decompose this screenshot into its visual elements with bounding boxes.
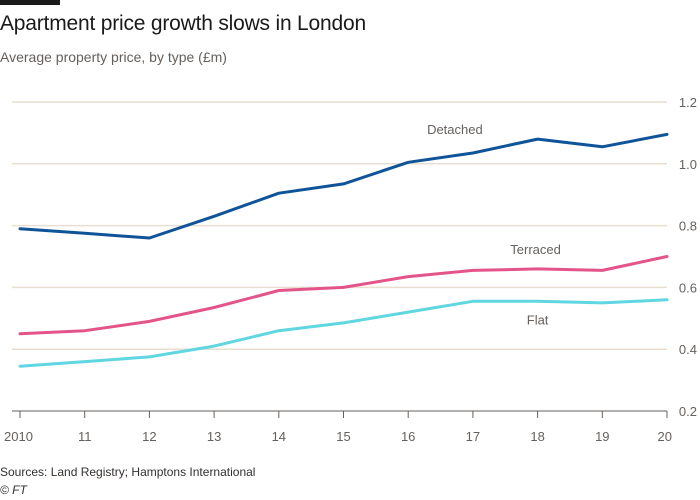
x-tick-label: 20 [658,429,672,444]
series-label-detached: Detached [427,122,483,137]
series-lines [18,132,669,368]
series-label-terraced: Terraced [510,242,561,257]
x-tick-label: 11 [78,429,92,444]
y-tick-label: 1.2 [679,95,697,110]
axes: 0.2 0.4 0.6 0.8 1.0 1.2 2010 11 12 13 14 15 16 17 18 19… [4,95,697,444]
y-tick-label: 1.0 [679,157,697,172]
x-tick-label: 16 [401,429,415,444]
series-line-terraced [18,255,669,336]
chart-title: Apartment price growth slows in London [0,12,366,35]
source-note: Sources: Land Registry; Hamptons Interna… [0,465,256,479]
gridlines [12,101,667,412]
credit-note: © FT [0,483,27,497]
x-tick-label: 17 [466,429,480,444]
y-tick-label: 0.6 [679,280,697,295]
series-label-flat: Flat [527,312,549,327]
series-line-flat [18,298,669,368]
y-tick-label: 0.8 [679,219,697,234]
x-tick-label: 19 [595,429,609,444]
x-tick-label: 18 [530,429,544,444]
x-tick-label: 13 [207,429,221,444]
brand-bar [0,0,60,5]
y-tick-label: 0.4 [679,342,697,357]
y-tick-label: 0.2 [679,404,697,419]
x-tick-label: 14 [272,429,286,444]
x-tick-label: 2010 [4,429,33,444]
x-tick-label: 15 [336,429,350,444]
series-line-detached [18,132,669,240]
x-tick-label: 12 [142,429,156,444]
chart-subtitle: Average property price, by type (£m) [0,49,227,65]
series-labels: Detached Terraced Flat [427,122,561,327]
